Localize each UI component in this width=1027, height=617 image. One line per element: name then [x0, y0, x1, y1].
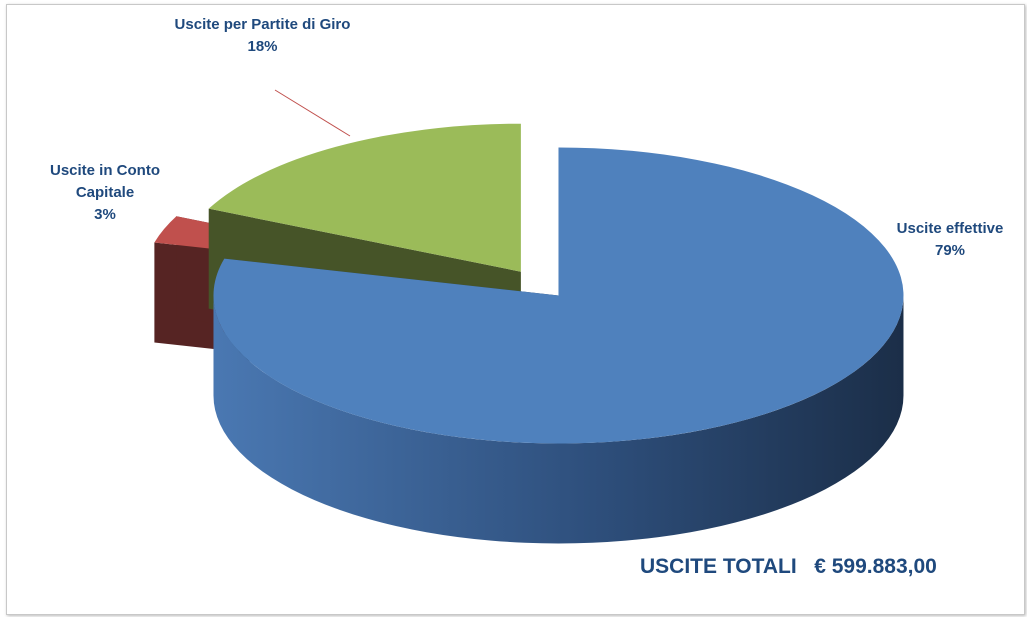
- chart-frame: [6, 4, 1025, 615]
- slice-value-label: 79%: [934, 242, 966, 259]
- slice-label: Uscite per Partite di Giro: [174, 16, 351, 33]
- slice-side: [213, 295, 904, 544]
- leader-line: [274, 89, 351, 137]
- slice-value-label: 3%: [94, 206, 116, 223]
- slice-label: Uscite in Conto Capitale: [49, 162, 160, 201]
- annotation: USCITE TOTALI € 599.883,00: [640, 555, 937, 578]
- slice-value-label: 18%: [247, 38, 278, 55]
- label-box: Uscite in Conto Capitale 3%: [30, 160, 180, 226]
- slice: [213, 147, 904, 444]
- label-box: Uscite per Partite di Giro 18%: [160, 14, 365, 58]
- slice-label: Uscite effettive: [896, 220, 1004, 237]
- label-box: Uscite effettive 79%: [870, 218, 1027, 262]
- slice: [208, 123, 521, 272]
